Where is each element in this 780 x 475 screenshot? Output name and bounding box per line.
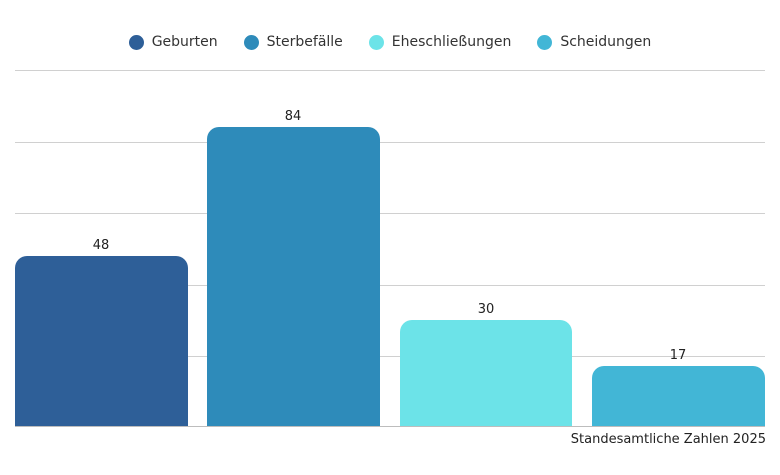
legend-dot-icon xyxy=(368,34,384,50)
bar-value-label: 30 xyxy=(477,302,495,317)
legend-item-sterbefaelle[interactable]: Sterbefälle xyxy=(243,34,343,50)
legend-dot-icon xyxy=(243,34,259,50)
legend-label: Scheidungen xyxy=(560,34,652,50)
chart-legend: Geburten Sterbefälle Eheschließungen Sch… xyxy=(0,34,780,50)
chart-caption: Standesamtliche Zahlen 2025 xyxy=(570,432,766,447)
bar-value-label: 84 xyxy=(284,109,302,124)
gridline-40 xyxy=(15,285,765,286)
bar-scheidungen[interactable] xyxy=(592,366,765,427)
gridline-20 xyxy=(15,356,765,357)
legend-dot-icon xyxy=(537,34,553,50)
legend-item-eheschliessungen[interactable]: Eheschließungen xyxy=(368,34,512,50)
x-axis-baseline xyxy=(15,426,765,427)
bar-sterbefaelle[interactable] xyxy=(207,127,380,427)
bar-geburten[interactable] xyxy=(15,256,188,427)
gridline-80 xyxy=(15,142,765,143)
bar-value-label: 48 xyxy=(92,238,110,253)
gridline-100 xyxy=(15,70,765,71)
legend-item-geburten[interactable]: Geburten xyxy=(128,34,218,50)
legend-item-scheidungen[interactable]: Scheidungen xyxy=(537,34,651,50)
legend-dot-icon xyxy=(128,34,144,50)
legend-label: Eheschließungen xyxy=(391,34,512,50)
plot-area: 48 84 30 17 xyxy=(15,70,765,427)
gridline-60 xyxy=(15,213,765,214)
legend-label: Geburten xyxy=(151,34,218,50)
bar-value-label: 17 xyxy=(669,348,687,363)
legend-label: Sterbefälle xyxy=(266,34,343,50)
bar-eheschliessungen[interactable] xyxy=(400,320,572,427)
